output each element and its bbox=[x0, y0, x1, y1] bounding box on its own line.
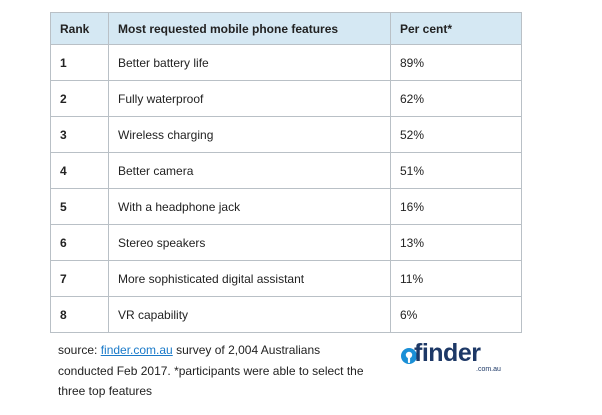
finder-logo-word: finder bbox=[414, 339, 481, 367]
rank-cell: 8 bbox=[50, 296, 109, 333]
percent-cell: 51% bbox=[390, 152, 522, 189]
header-rank: Rank bbox=[50, 12, 109, 45]
source-line3: three top features bbox=[58, 384, 153, 398]
feature-cell: Stereo speakers bbox=[108, 224, 391, 261]
table-row: 6 Stereo speakers 13% bbox=[50, 224, 522, 261]
feature-cell: Better camera bbox=[108, 152, 391, 189]
header-feature: Most requested mobile phone features bbox=[108, 12, 391, 45]
table-row: 8 VR capability 6% bbox=[50, 296, 522, 333]
finder-logo: finder .com.au bbox=[400, 339, 510, 381]
percent-cell: 13% bbox=[390, 224, 522, 261]
table-header-row: Rank Most requested mobile phone feature… bbox=[50, 12, 522, 45]
rank-cell: 2 bbox=[50, 80, 109, 117]
percent-cell: 16% bbox=[390, 188, 522, 225]
features-table: Rank Most requested mobile phone feature… bbox=[50, 12, 522, 333]
feature-cell: More sophisticated digital assistant bbox=[108, 260, 391, 297]
header-percent: Per cent* bbox=[390, 12, 522, 45]
features-table-container: Rank Most requested mobile phone feature… bbox=[50, 12, 522, 333]
percent-cell: 62% bbox=[390, 80, 522, 117]
source-line2: conducted Feb 2017. *participants were a… bbox=[58, 363, 364, 378]
feature-cell: Wireless charging bbox=[108, 116, 391, 153]
table-row: 2 Fully waterproof 62% bbox=[50, 80, 522, 117]
source-note: source: finder.com.au survey of 2,004 Au… bbox=[58, 340, 388, 402]
table-row: 5 With a headphone jack 16% bbox=[50, 188, 522, 225]
table-row: 4 Better camera 51% bbox=[50, 152, 522, 189]
feature-cell: Better battery life bbox=[108, 44, 391, 81]
feature-cell: VR capability bbox=[108, 296, 391, 333]
rank-cell: 7 bbox=[50, 260, 109, 297]
rank-cell: 5 bbox=[50, 188, 109, 225]
source-link[interactable]: finder.com.au bbox=[100, 343, 173, 357]
feature-cell: Fully waterproof bbox=[108, 80, 391, 117]
finder-logo-mark-icon bbox=[401, 348, 417, 364]
rank-cell: 4 bbox=[50, 152, 109, 189]
rank-cell: 6 bbox=[50, 224, 109, 261]
percent-cell: 89% bbox=[390, 44, 522, 81]
rank-cell: 1 bbox=[50, 44, 109, 81]
table-row: 7 More sophisticated digital assistant 1… bbox=[50, 260, 522, 297]
rank-cell: 3 bbox=[50, 116, 109, 153]
finder-logo-domain: .com.au bbox=[476, 366, 501, 373]
table-row: 3 Wireless charging 52% bbox=[50, 116, 522, 153]
percent-cell: 6% bbox=[390, 296, 522, 333]
table-row: 1 Better battery life 89% bbox=[50, 44, 522, 81]
source-line1-rest: survey of 2,004 Australians bbox=[172, 343, 321, 357]
percent-cell: 11% bbox=[390, 260, 522, 297]
percent-cell: 52% bbox=[390, 116, 522, 153]
source-prefix: source: bbox=[58, 343, 101, 357]
feature-cell: With a headphone jack bbox=[108, 188, 391, 225]
